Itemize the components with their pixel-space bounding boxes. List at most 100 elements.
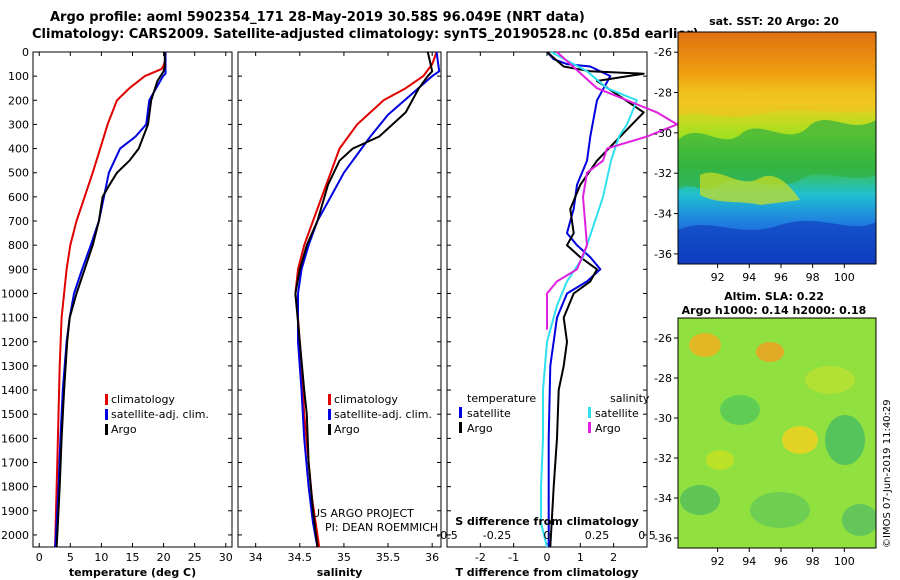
y-tick-label: 0 <box>22 46 29 59</box>
series-line-t-satellite <box>546 51 612 547</box>
map-y-tick-label: -30 <box>654 412 672 425</box>
map-x-tick-label: 98 <box>806 555 820 568</box>
x-axis-label: temperature (deg C) <box>69 566 196 579</box>
y-tick-label: 1200 <box>1 336 29 349</box>
legend-swatch <box>328 394 331 405</box>
profile-panel-3: -2 -1 0 1 2 T difference from climatology <box>446 51 678 579</box>
y-tick-label: 300 <box>8 118 29 131</box>
x-tick-label: 36 <box>425 551 439 564</box>
legend-swatch <box>459 407 462 418</box>
s-tick-label: 0 <box>544 529 551 542</box>
legend-label: climatology <box>334 393 398 406</box>
sla-map-frame <box>677 317 877 549</box>
y-tick-label: 800 <box>8 239 29 252</box>
series-line-satellite-adj-clim- <box>54 52 167 548</box>
pi-label: PI: DEAN ROEMMICH <box>325 521 438 534</box>
x-tick-label: 34.5 <box>288 551 313 564</box>
legend-swatch <box>588 422 591 433</box>
map-x-tick-label: 100 <box>834 555 855 568</box>
x-tick-label: 2 <box>610 551 617 564</box>
x-tick-label: 5 <box>67 551 74 564</box>
argo-height-title: Argo h1000: 0.14 h2000: 0.18 <box>682 304 867 317</box>
legend-swatch <box>588 407 591 418</box>
sla-map-title: Altim. SLA: 0.22 <box>724 290 824 303</box>
series-line-argo <box>55 52 166 548</box>
legend-label: Argo <box>595 422 621 435</box>
y-tick-label: 2000 <box>1 529 29 542</box>
sla-map <box>677 317 877 549</box>
map-y-tick-label: -36 <box>654 532 672 545</box>
s-tick-label: 0.5 <box>638 529 656 542</box>
sst-map-axes: 92 94 96 98 100 -26 -28 -30 -32 -34 -36 sat. SST: 2… <box>654 15 855 284</box>
y-tick-label: 400 <box>8 143 29 156</box>
legend-title-salinity: salinity <box>610 392 650 405</box>
y-tick-label: 1100 <box>1 312 29 325</box>
sst-map-title: sat. SST: 20 Argo: 20 <box>709 15 839 28</box>
legend-label: climatology <box>111 393 175 406</box>
legend-label: Argo <box>467 422 493 435</box>
map-x-tick-label: 92 <box>711 555 725 568</box>
legend-swatch <box>105 424 108 435</box>
x-tick-label: 25 <box>188 551 202 564</box>
legend-salinity: climatology satellite-adj. clim. Argo <box>328 393 432 436</box>
legend-label: Argo <box>334 423 360 436</box>
map-y-tick-label: -28 <box>654 372 672 385</box>
y-tick-label: 200 <box>8 94 29 107</box>
s-tick-label: -0.5 <box>436 529 457 542</box>
x-tick-label: 1 <box>577 551 584 564</box>
series-line-argo <box>294 51 434 548</box>
y-tick-label: 1700 <box>1 456 29 469</box>
s-tick-label: -0.25 <box>483 529 511 542</box>
map-y-tick-label: -26 <box>654 332 672 345</box>
x-tick-label: 0 <box>36 551 43 564</box>
s-tick-label: 0.25 <box>585 529 610 542</box>
sla-map-axes: 92 94 96 98 100 -26 -28 -30 -32 -34 -36 Altim. SLA:… <box>654 290 866 568</box>
map-y-tick-label: -36 <box>654 248 672 261</box>
sst-map-frame <box>677 31 877 265</box>
x-tick-label: 10 <box>94 551 108 564</box>
s-difference-axis: S difference from climatology-0.5 -0.25 0 0… <box>436 515 655 542</box>
series-line-t-argo <box>546 51 645 548</box>
map-x-tick-label: 94 <box>742 555 756 568</box>
map-y-tick-label: -34 <box>654 492 672 505</box>
legend-swatch <box>459 422 462 433</box>
y-tick-label: 100 <box>8 70 29 83</box>
project-label: US ARGO PROJECT <box>312 507 414 520</box>
legend-swatch <box>328 409 331 420</box>
profile-panel-1: 0100200300400500600700800900100011001200… <box>1 46 233 579</box>
s-axis-label: S difference from climatology <box>455 515 639 528</box>
x-tick-label: 20 <box>157 551 171 564</box>
y-tick-label: 1000 <box>1 287 29 300</box>
map-x-tick-label: 96 <box>774 271 788 284</box>
y-tick-label: 700 <box>8 215 29 228</box>
chart-title-line1: Argo profile: aoml 5902354_171 28-May-20… <box>50 10 585 25</box>
legend-title-temperature: temperature <box>467 392 536 405</box>
y-tick-label: 1500 <box>1 408 29 421</box>
map-y-tick-label: -30 <box>654 127 672 140</box>
x-tick-label: 35.5 <box>376 551 401 564</box>
map-y-tick-label: -32 <box>654 167 672 180</box>
y-tick-label: 1900 <box>1 505 29 518</box>
x-tick-label: 35 <box>337 551 351 564</box>
chart-title-line2: Climatology: CARS2009. Satellite-adjuste… <box>32 27 699 42</box>
y-tick-label: 900 <box>8 263 29 276</box>
x-tick-label: -1 <box>508 551 519 564</box>
legend-label: satellite-adj. clim. <box>334 408 432 421</box>
map-y-tick-label: -34 <box>654 208 672 221</box>
x-tick-label: 0 <box>544 551 551 564</box>
y-tick-label: 1800 <box>1 481 29 494</box>
map-x-tick-label: 94 <box>742 271 756 284</box>
series-line-satellite-adj-clim- <box>297 51 441 548</box>
y-tick-label: 1300 <box>1 360 29 373</box>
sst-map-texture <box>678 89 876 264</box>
map-x-tick-label: 96 <box>774 555 788 568</box>
x-tick-label: 34 <box>249 551 263 564</box>
x-tick-label: 15 <box>126 551 140 564</box>
legend-difference: temperature salinity satellite Argo satellit… <box>459 392 650 435</box>
profile-panel-2: 34 34.5 35 35.5 36 salinity <box>237 51 442 579</box>
legend-temperature: climatology satellite-adj. clim. Argo <box>105 393 209 436</box>
sla-map-texture <box>680 333 876 536</box>
series-line-s-argo <box>546 51 678 330</box>
